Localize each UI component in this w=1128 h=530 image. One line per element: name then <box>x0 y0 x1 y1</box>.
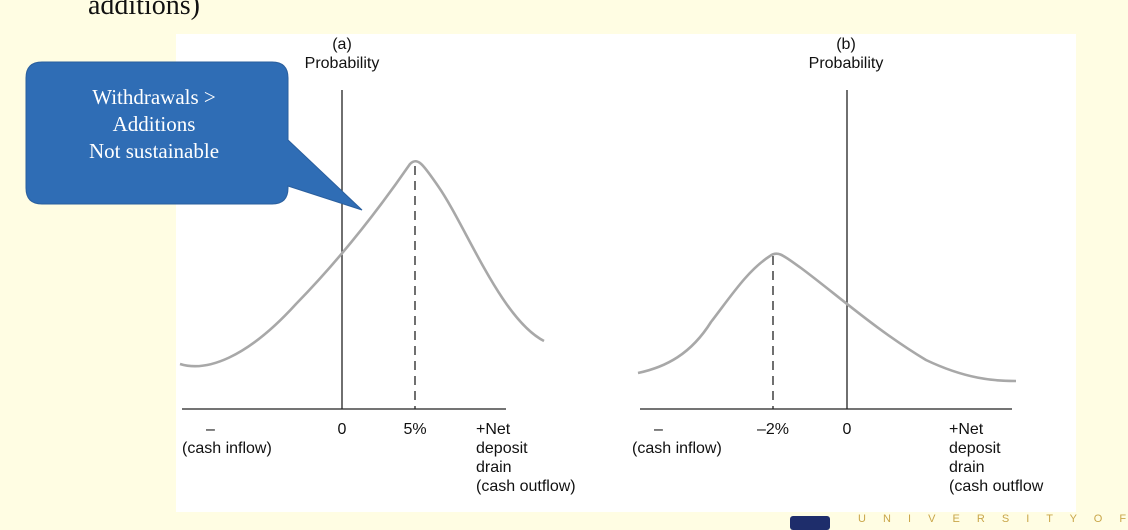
panel-b-x-left-caption: (cash inflow) <box>632 440 722 457</box>
panel-b-ylabel: Probability <box>808 55 884 72</box>
panel-a-x-right-line-1: +Net <box>476 421 511 438</box>
panel-b-x-right-line-4: (cash outflow <box>949 478 1044 495</box>
panel-a-x-right-label: +Net deposit drain (cash outflow) <box>476 420 576 496</box>
panel-a-x-right-line-3: drain <box>476 459 512 476</box>
callout-line-2: Additions <box>112 112 196 136</box>
panel-a-ylabel: Probability <box>304 55 380 72</box>
panel-a-x-left-symbol: – <box>206 421 215 438</box>
panel-a-x-right-line-2: deposit <box>476 440 528 457</box>
university-logo <box>790 516 830 530</box>
figure-panel: (a) Probability – (cash inflow) 0 5% +Ne… <box>176 34 1076 512</box>
panel-b-x-left-symbol: – <box>654 421 663 438</box>
panel-b-distribution-curve <box>637 252 1017 383</box>
panel-a-x-left-caption: (cash inflow) <box>182 440 272 457</box>
panel-a-distribution-curve <box>179 159 545 368</box>
footer-wordmark: U N I V E R S I T Y O F <box>858 513 1128 525</box>
panel-b-x-right-line-3: drain <box>949 459 985 476</box>
callout-text: Withdrawals > Additions Not sustainable <box>26 84 282 165</box>
panel-b-label: (b) <box>836 36 856 53</box>
panel-a-tick-zero: 0 <box>337 421 347 438</box>
panel-a-label: (a) <box>332 36 352 53</box>
callout-line-1: Withdrawals > <box>92 85 216 109</box>
panel-b-x-right-line-1: +Net <box>949 421 984 438</box>
slide-heading-fragment: additions) <box>88 0 200 21</box>
panel-b-tick-mean: –2% <box>756 421 790 438</box>
panel-a-x-right-line-4: (cash outflow) <box>476 478 576 495</box>
panel-b-x-right-line-2: deposit <box>949 440 1001 457</box>
callout-line-3: Not sustainable <box>88 139 220 163</box>
callout-shape <box>25 61 363 211</box>
distribution-diagram <box>179 90 1017 410</box>
panel-a-tick-mean: 5% <box>403 421 427 438</box>
panel-b-tick-zero: 0 <box>842 421 852 438</box>
panel-b-x-right-label: +Net deposit drain (cash outflow <box>949 420 1043 496</box>
